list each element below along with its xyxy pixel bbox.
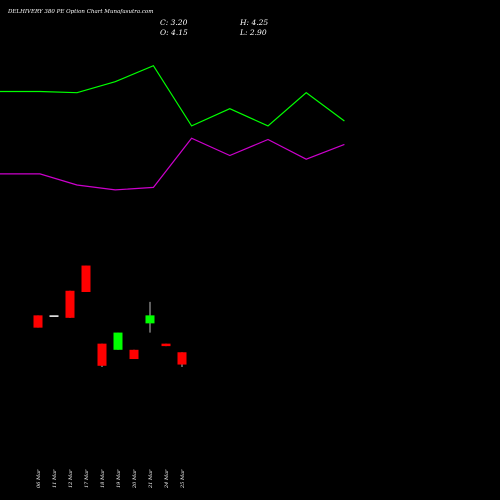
high-readout: H: 4.25 <box>240 18 269 27</box>
candle-2 <box>65 290 75 318</box>
candle-body <box>129 349 139 360</box>
candle-5 <box>113 332 123 350</box>
x-tick-label: 25 Mar <box>180 469 186 489</box>
candle-7 <box>145 301 155 333</box>
candle-body <box>49 315 59 317</box>
x-tick-label: 11 Mar <box>52 469 58 488</box>
low-readout: L: 2.90 <box>240 28 267 37</box>
candle-body <box>33 315 43 328</box>
open-readout: O: 4.15 <box>160 28 188 37</box>
x-tick-label: 21 Mar <box>148 469 154 489</box>
candle-body <box>177 352 187 365</box>
indicator-line-1 <box>0 137 345 191</box>
candle-9 <box>177 352 187 368</box>
candle-body <box>97 343 107 366</box>
x-tick-label: 12 Mar <box>68 469 74 488</box>
candle-6 <box>129 349 139 360</box>
candle-4 <box>97 343 107 368</box>
x-tick-label: 20 Mar <box>132 469 138 489</box>
close-readout: C: 3.20 <box>160 18 188 27</box>
candle-body <box>161 343 171 347</box>
x-tick-label: 19 Mar <box>116 469 122 488</box>
x-tick-label: 17 Mar <box>84 469 90 488</box>
candle-body <box>145 315 155 324</box>
x-tick-label: 18 Mar <box>100 469 106 488</box>
candle-body <box>113 332 123 350</box>
x-tick-label: 24 Mar <box>164 469 170 489</box>
x-tick-label: 06 Mar <box>36 469 42 488</box>
indicator-line-0 <box>0 64 345 127</box>
candle-8 <box>161 343 171 347</box>
chart-title: DELHIVERY 380 PE Option Chart Munafasutr… <box>8 9 154 15</box>
candle-body <box>65 290 75 318</box>
candle-3 <box>81 265 91 292</box>
candle-body <box>81 265 91 292</box>
candle-0 <box>33 315 43 328</box>
candle-1 <box>49 315 59 317</box>
